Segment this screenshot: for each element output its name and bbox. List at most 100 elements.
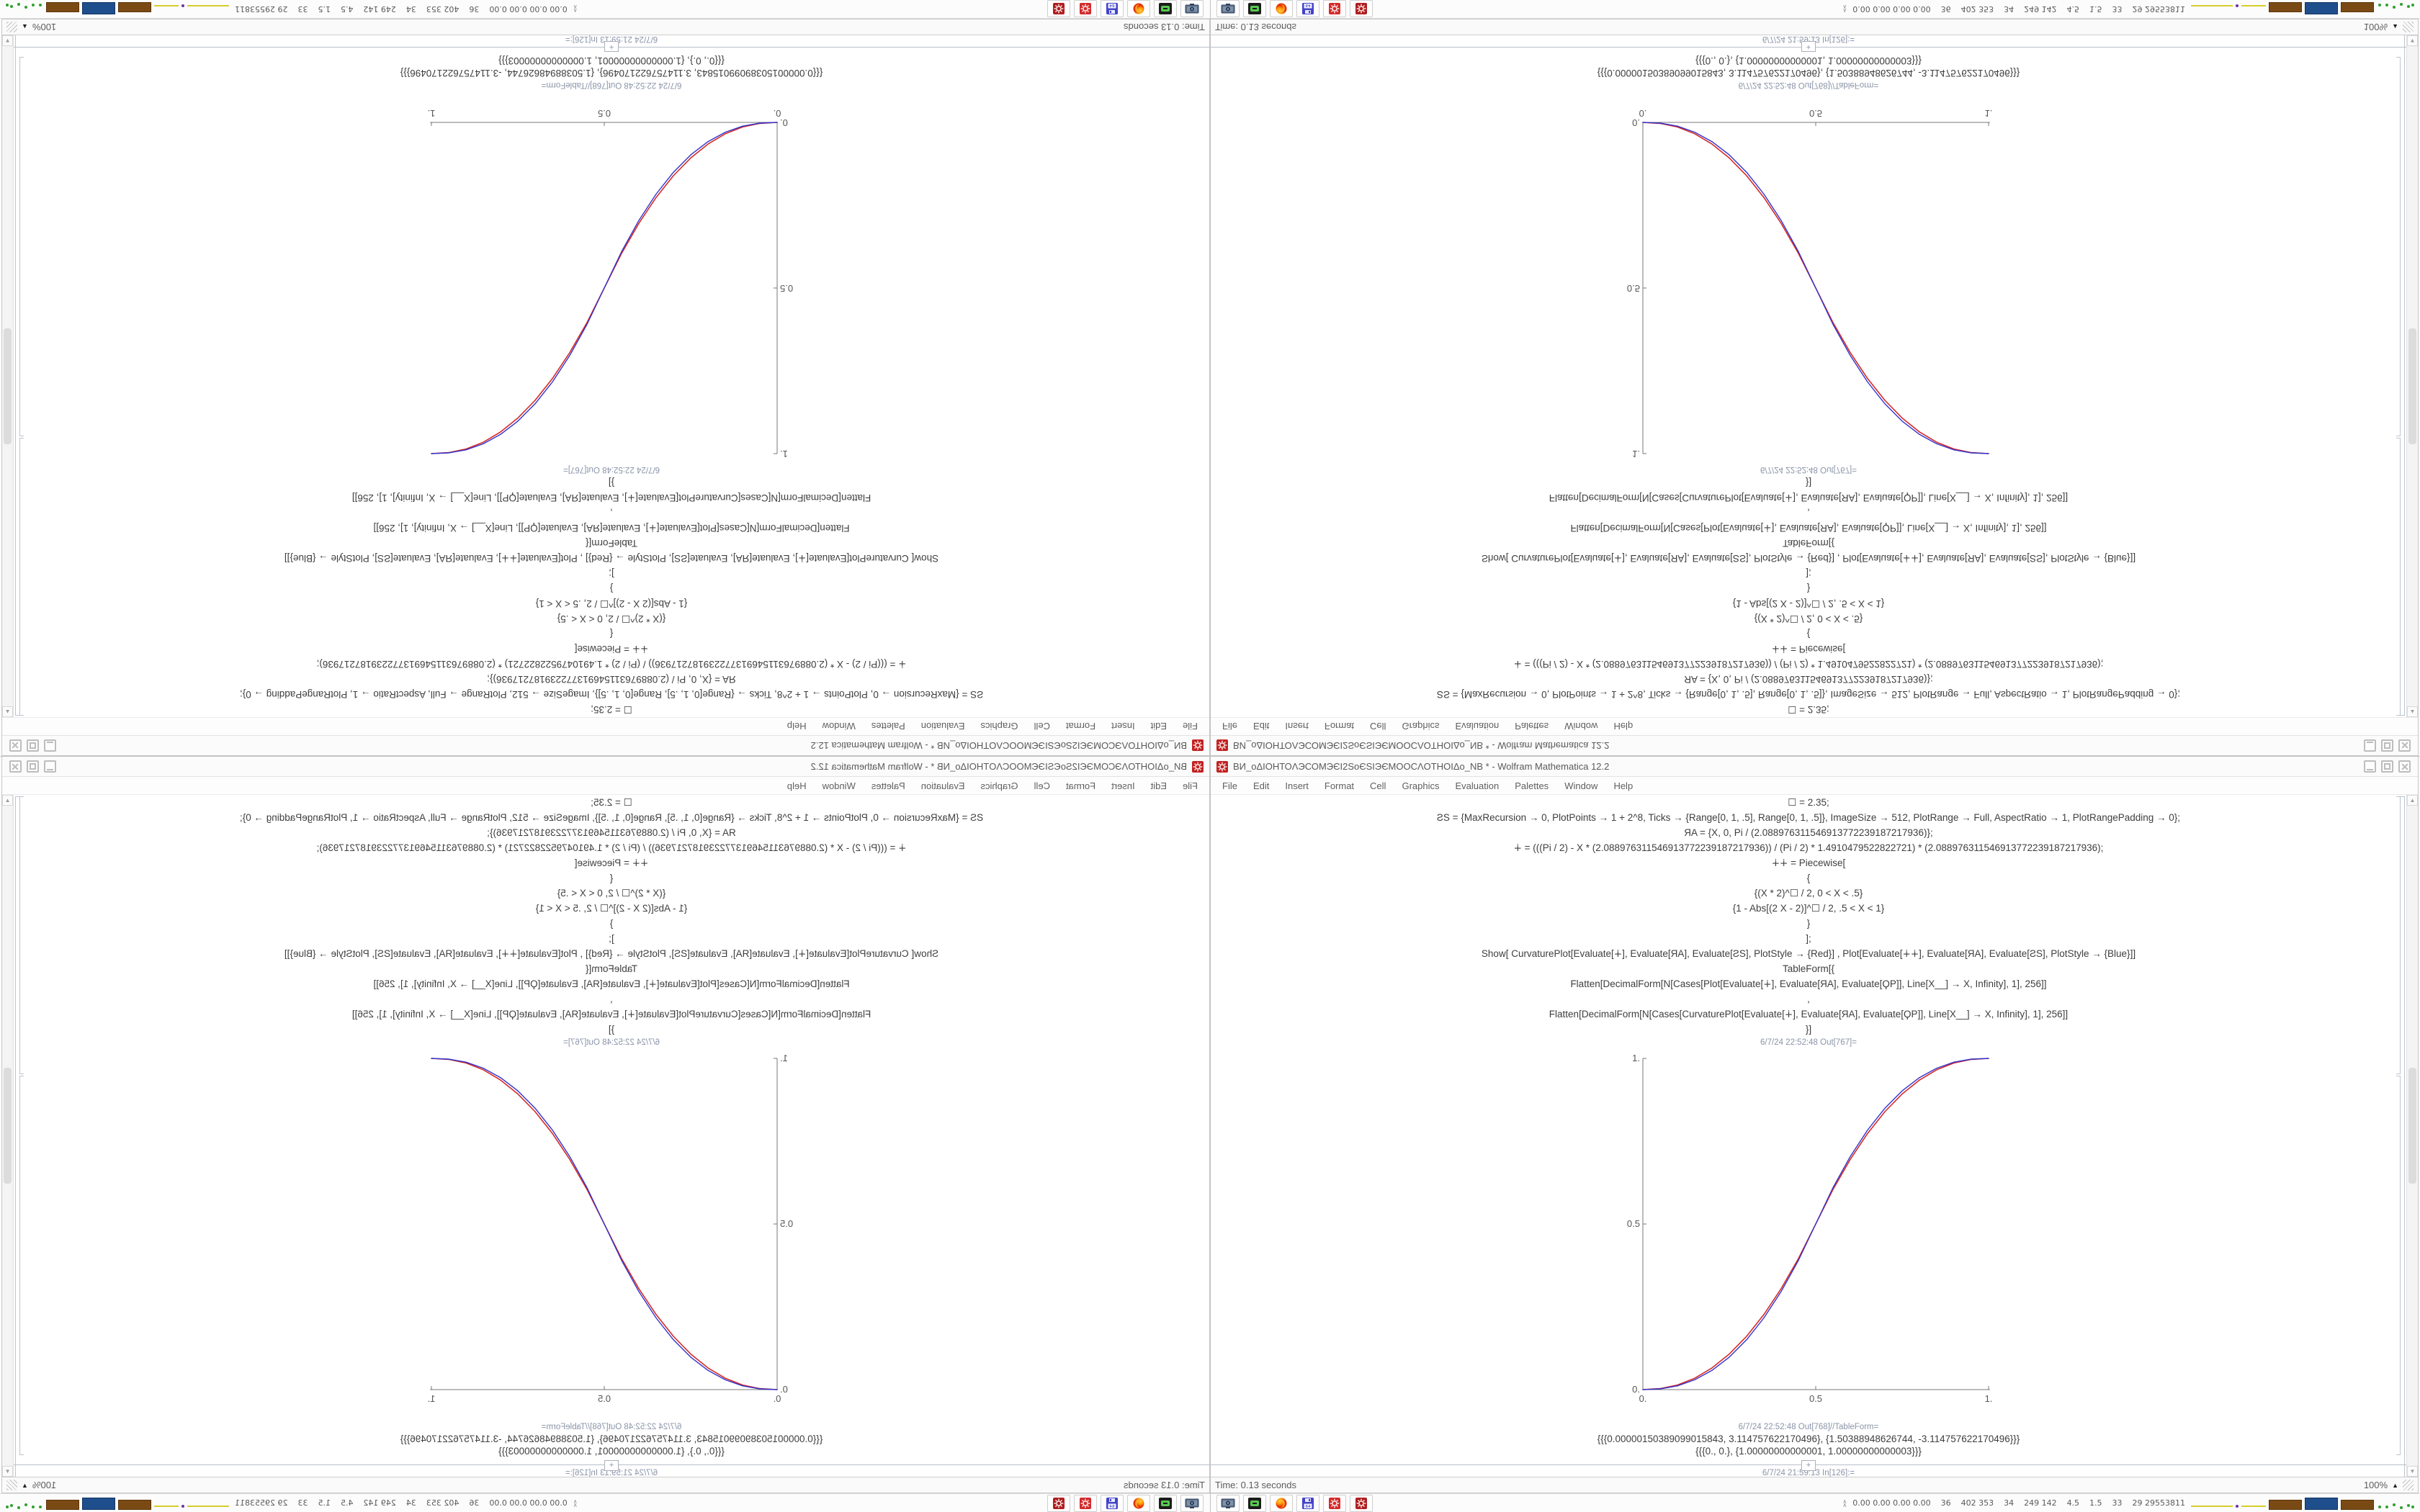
zoom-level[interactable]: 100% (32, 22, 57, 32)
taskbar-item-firefox[interactable] (1127, 1494, 1150, 1512)
window-titlebar[interactable]: ВИ_оΔІОНТОΛЭСОМЭЄІ2SоЄSІЭЄМООСΛОТНОІΔо_N… (1211, 735, 2418, 755)
code-line[interactable]: { (1806, 629, 1811, 639)
menu-cell[interactable]: Cell (1370, 721, 1386, 732)
scroll-down-arrow[interactable]: ▼ (2, 35, 13, 46)
code-line[interactable]: {1 - Abs[(2 X - 2)]^☐ / 2, .5 < X < 1} (535, 903, 688, 914)
scroll-down-arrow[interactable]: ▼ (2, 1466, 13, 1477)
vertical-scrollbar[interactable]: ▲ ▼ (2, 35, 14, 717)
close-button[interactable] (2398, 760, 2411, 773)
code-line[interactable]: TableForm[{ (585, 538, 638, 549)
menu-edit[interactable]: Edit (1150, 780, 1168, 791)
menu-insert[interactable]: Insert (1111, 721, 1135, 732)
vertical-scrollbar[interactable]: ▲ ▼ (2406, 795, 2418, 1477)
zoom-dropdown-icon[interactable]: ▲ (22, 1481, 28, 1489)
code-line[interactable]: ЯA = {X, 0, Pi / (2.08897631154691377223… (1684, 827, 1933, 838)
menu-insert[interactable]: Insert (1285, 780, 1309, 791)
input-cell[interactable]: ☐ = 2.35; ƧS = {MaxRecursion → 0, PlotPo… (14, 795, 1209, 1037)
cell-bracket-group[interactable] (15, 35, 19, 716)
zoom-level[interactable]: 100% (2363, 22, 2388, 32)
code-line[interactable]: ∔∔ = Piecewise[ (1771, 858, 1846, 868)
menu-window[interactable]: Window (822, 780, 856, 791)
scrollbar-thumb[interactable] (4, 1067, 12, 1184)
code-line[interactable]: Flatten[DecimalForm[N[Cases[CurvaturePlo… (1549, 1009, 2069, 1020)
cell-bracket-input[interactable] (2396, 796, 2401, 1074)
taskbar-item-terminal[interactable] (1243, 0, 1266, 18)
menu-insert[interactable]: Insert (1111, 780, 1135, 791)
menu-graphics[interactable]: Graphics (1402, 780, 1440, 791)
close-button[interactable] (9, 739, 22, 752)
menu-graphics[interactable]: Graphics (980, 780, 1018, 791)
menu-file[interactable]: File (1183, 721, 1198, 732)
taskbar-item-screenshot[interactable] (1216, 1494, 1240, 1512)
minimize-button[interactable] (44, 760, 56, 773)
vertical-scrollbar[interactable]: ▲ ▼ (2406, 35, 2418, 717)
code-line[interactable]: {(X * 2)^☐ / 2, 0 < X < .5} (557, 888, 666, 899)
menu-graphics[interactable]: Graphics (1402, 721, 1440, 732)
scroll-down-arrow[interactable]: ▼ (2407, 35, 2418, 46)
code-line[interactable]: ∔ = (((Pi / 2) - X * (2.0889763115469137… (1513, 842, 2104, 853)
taskbar-item-floppy[interactable]: 64 (1101, 0, 1124, 18)
scroll-down-arrow[interactable]: ▼ (2407, 1466, 2418, 1477)
cell-bracket-group[interactable] (15, 796, 19, 1477)
code-line[interactable]: } (1806, 918, 1811, 929)
cell-brackets[interactable] (15, 35, 25, 717)
code-line[interactable]: } (1806, 583, 1811, 594)
menu-window[interactable]: Window (822, 721, 856, 732)
taskbar-item-firefox[interactable] (1127, 0, 1150, 18)
menu-file[interactable]: File (1183, 780, 1198, 791)
cell-bracket-plot[interactable] (2396, 1076, 2401, 1455)
code-line[interactable]: , (1807, 994, 1810, 1004)
resize-grip-icon[interactable] (2403, 1480, 2414, 1490)
code-line[interactable]: }] (1805, 1024, 1812, 1035)
close-button[interactable] (9, 760, 22, 773)
code-line[interactable]: ∔ = (((Pi / 2) - X * (2.0889763115469137… (1513, 659, 2104, 670)
tray-expand-icon[interactable]: ∧ ∧ (1842, 1498, 1847, 1508)
menu-cell[interactable]: Cell (1034, 721, 1050, 732)
code-line[interactable]: } (609, 918, 614, 929)
close-button[interactable] (2398, 739, 2411, 752)
tray-applets[interactable] (6, 2, 229, 16)
insert-cell-icon[interactable]: + (604, 1460, 619, 1471)
cell-brackets[interactable] (2395, 35, 2405, 717)
menu-format[interactable]: Format (1324, 721, 1355, 732)
code-line[interactable]: ƧS = {MaxRecursion → 0, PlotPoints → 1 +… (239, 812, 984, 823)
scroll-up-arrow[interactable]: ▲ (2407, 795, 2418, 806)
menu-help[interactable]: Help (1613, 780, 1634, 791)
resize-grip-icon[interactable] (2403, 22, 2414, 32)
code-line[interactable]: Flatten[DecimalForm[N[Cases[Plot[Evaluat… (1570, 978, 2047, 989)
code-line[interactable]: ]; (1806, 568, 1811, 579)
code-line[interactable]: { (1806, 873, 1811, 883)
menu-window[interactable]: Window (1564, 721, 1598, 732)
scrollbar-thumb[interactable] (4, 328, 12, 445)
taskbar-item-terminal[interactable] (1154, 1494, 1177, 1512)
taskbar-item-terminal[interactable] (1154, 0, 1177, 18)
code-line[interactable]: Show[ CurvaturePlot[Evaluate[∔], Evaluat… (1481, 948, 2136, 959)
code-line[interactable]: ☐ = 2.35; (1788, 797, 1829, 808)
menu-palettes[interactable]: Palettes (871, 721, 905, 732)
code-line[interactable]: { (609, 873, 614, 883)
taskbar-item-firefox[interactable] (1270, 1494, 1293, 1512)
menu-evaluation[interactable]: Evaluation (920, 780, 965, 791)
window-titlebar[interactable]: ВИ_оΔІОНТОΛЭСОМЭЄІ2SоЄSІЭЄМООСΛОТНОІΔо_N… (2, 735, 1209, 755)
code-line[interactable]: {(X * 2)^☐ / 2, 0 < X < .5} (1754, 613, 1863, 624)
taskbar-item-terminal[interactable] (1243, 1494, 1266, 1512)
menu-evaluation[interactable]: Evaluation (1455, 721, 1500, 732)
taskbar-item-mathematica[interactable] (1047, 0, 1070, 18)
code-line[interactable]: {1 - Abs[(2 X - 2)]^☐ / 2, .5 < X < 1} (535, 598, 688, 609)
menu-edit[interactable]: Edit (1252, 780, 1270, 791)
menu-palettes[interactable]: Palettes (871, 780, 905, 791)
code-line[interactable]: Flatten[DecimalForm[N[Cases[CurvaturePlo… (351, 492, 871, 503)
menu-help[interactable]: Help (786, 721, 807, 732)
cell-bracket-plot[interactable] (19, 1076, 24, 1455)
zoom-dropdown-icon[interactable]: ▲ (22, 23, 28, 31)
code-line[interactable]: , (610, 994, 613, 1004)
scroll-up-arrow[interactable]: ▲ (2407, 706, 2418, 717)
cell-insertion-bar[interactable]: + (14, 1460, 1209, 1471)
menu-format[interactable]: Format (1324, 780, 1355, 791)
code-line[interactable]: Flatten[DecimalForm[N[Cases[Plot[Evaluat… (373, 978, 850, 989)
menu-evaluation[interactable]: Evaluation (1455, 780, 1500, 791)
code-line[interactable]: ЯA = {X, 0, Pi / (2.08897631154691377223… (1684, 674, 1933, 685)
code-line[interactable]: ]; (1806, 933, 1811, 944)
scrollbar-thumb[interactable] (2408, 328, 2416, 445)
tray-expand-icon[interactable]: ∧ ∧ (1842, 4, 1847, 14)
